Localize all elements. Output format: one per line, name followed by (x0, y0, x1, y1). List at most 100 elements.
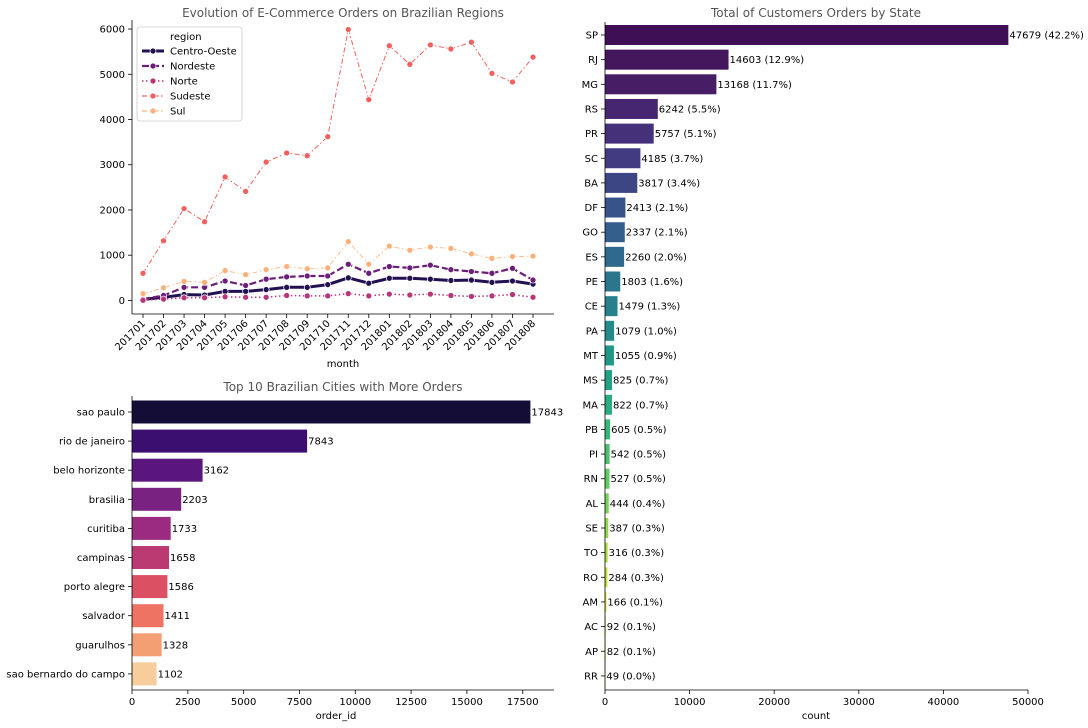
state-value-label: 3817 (3.4%) (638, 178, 700, 189)
series-point (488, 269, 496, 277)
series-point (468, 38, 475, 46)
legend-marker (149, 47, 157, 55)
city-bar (132, 662, 157, 686)
state-value-label: 2260 (2.0%) (625, 252, 687, 263)
series-point (468, 250, 475, 258)
state-category-label: TO (583, 548, 598, 559)
state-category-label: SP (586, 31, 598, 42)
series-point (221, 293, 229, 301)
states-x-label: count (802, 711, 830, 722)
series-point (488, 70, 496, 77)
city-x-tick-label: 17500 (507, 697, 539, 708)
line-y-tick-label: 0 (119, 296, 125, 307)
city-bar (132, 400, 531, 424)
legend-marker (149, 107, 157, 115)
series-point (160, 284, 167, 292)
series-point (427, 243, 434, 251)
series-point (447, 266, 455, 274)
state-value-label: 822 (0.7%) (613, 400, 669, 411)
line-chart-series (139, 26, 537, 304)
line-y-tick-label: 3000 (100, 160, 125, 171)
state-bar (605, 123, 654, 144)
states-chart-title: Total of Customers Orders by State (710, 6, 921, 20)
state-x-tick-label: 0 (602, 697, 608, 708)
line-y-tick-label: 5000 (100, 70, 125, 81)
series-point (447, 292, 455, 299)
series-point (385, 290, 393, 298)
series-point (262, 266, 270, 274)
legend-label: Sudeste (170, 92, 210, 103)
state-bar (605, 98, 658, 119)
series-point (488, 278, 496, 286)
series-point (262, 275, 270, 283)
series-point (303, 265, 311, 273)
state-x-tick-label: 20000 (758, 697, 790, 708)
series-point (242, 188, 249, 195)
series-point (406, 60, 414, 68)
series-point (488, 255, 496, 262)
city-category-label: belo horizonte (53, 466, 125, 477)
city-category-label: rio de janeiro (59, 437, 125, 448)
line-chart-x-label: month (327, 359, 359, 370)
state-category-label: MA (583, 400, 599, 411)
series-point (447, 277, 455, 284)
series-point (529, 252, 537, 260)
state-category-label: CE (585, 302, 598, 313)
state-bar (605, 197, 626, 218)
legend-label: Nordeste (170, 62, 215, 73)
cities-chart-title: Top 10 Brazilian Cities with More Orders (222, 380, 462, 394)
series-point (488, 292, 496, 300)
city-x-tick-label: 7500 (287, 697, 312, 708)
series-line-centro-oeste (142, 276, 534, 301)
series-point (242, 288, 249, 295)
city-value-label: 1733 (172, 524, 197, 535)
line-chart-x-ticks: 2017012017022017032017042017052017062017… (113, 314, 538, 353)
series-point (201, 294, 208, 302)
city-x-tick-label: 15000 (451, 697, 483, 708)
state-category-label: ES (585, 252, 598, 263)
state-value-label: 6242 (5.5%) (659, 104, 721, 115)
series-point (139, 290, 147, 297)
series-point (509, 253, 516, 260)
series-point (385, 274, 393, 282)
state-value-label: 1803 (1.6%) (621, 277, 683, 288)
series-point (427, 261, 434, 269)
series-point (221, 267, 229, 274)
state-value-label: 82 (0.1%) (607, 647, 656, 658)
series-point (283, 292, 291, 299)
states-x-ticks: 0 10000 20000 30000 40000 50000 (602, 690, 1044, 708)
line-y-tick-label: 1000 (100, 251, 125, 262)
series-point (509, 277, 516, 285)
series-nordeste (139, 260, 537, 303)
series-point (283, 149, 291, 157)
state-bar (605, 74, 717, 95)
series-line-sul (142, 240, 534, 294)
state-category-label: MT (583, 351, 599, 362)
series-point (201, 278, 208, 286)
line-y-tick-label: 2000 (100, 205, 125, 216)
city-value-label: 17843 (531, 408, 563, 419)
series-centro-oeste (139, 274, 537, 303)
city-bar (132, 546, 170, 569)
state-value-label: 284 (0.3%) (608, 573, 664, 584)
series-point (180, 283, 188, 291)
series-point (262, 158, 270, 166)
series-point (406, 246, 414, 254)
series-point (139, 269, 147, 277)
series-point (365, 279, 373, 287)
series-point (344, 238, 352, 245)
state-value-label: 47679 (42.2%) (1009, 31, 1084, 42)
state-value-label: 92 (0.1%) (607, 622, 656, 633)
state-value-label: 527 (0.5%) (610, 474, 666, 485)
city-x-tick-label: 0 (129, 697, 135, 708)
series-point (180, 205, 188, 212)
state-value-label: 316 (0.3%) (609, 548, 665, 559)
cities-bars: sao paulo 17843 rio de janeiro 7843 belo hor… (6, 400, 563, 686)
series-line-norte (142, 292, 534, 301)
series-point (283, 283, 291, 291)
series-line-sudeste (142, 29, 534, 274)
series-point (160, 295, 167, 303)
series-point (385, 263, 393, 270)
city-category-label: curitiba (87, 524, 125, 535)
